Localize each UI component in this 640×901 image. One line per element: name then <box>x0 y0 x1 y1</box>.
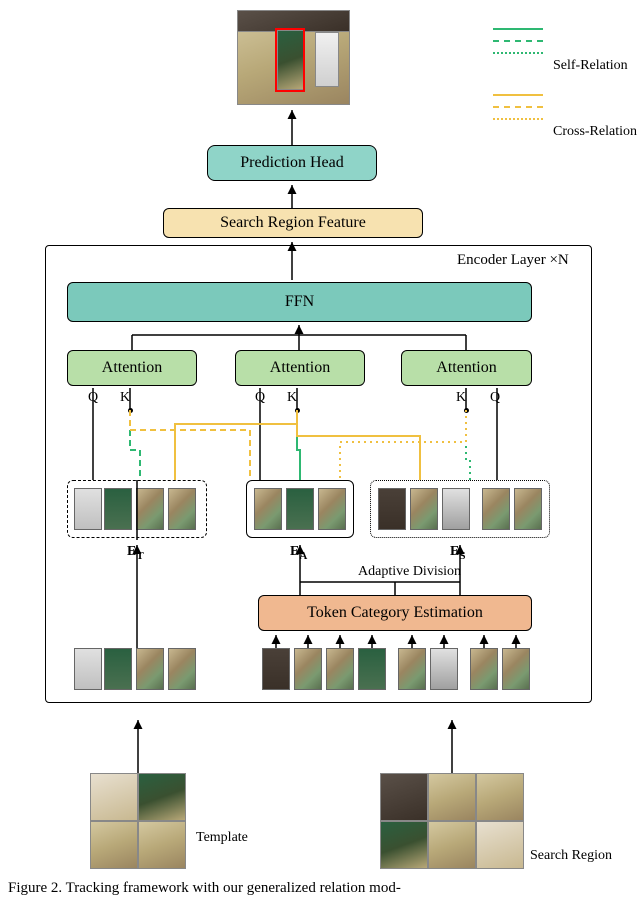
token-ea-1 <box>254 488 282 530</box>
token-es-2 <box>410 488 438 530</box>
search-token-3 <box>326 648 354 690</box>
search-token-7 <box>470 648 498 690</box>
dot-k1 <box>128 408 133 413</box>
search-token-4 <box>358 648 386 690</box>
prediction-head-label: Prediction Head <box>240 154 344 172</box>
output-image <box>237 10 350 105</box>
legend-cross-label: Cross-Relation <box>553 124 637 140</box>
legend-cross-dash <box>493 106 543 108</box>
legend-self-dash <box>493 40 543 42</box>
token-es-5 <box>514 488 542 530</box>
template-grid <box>90 773 186 869</box>
legend-cross-solid <box>493 94 543 96</box>
prediction-head-block: Prediction Head <box>207 145 377 181</box>
tce-label: Token Category Estimation <box>307 604 483 622</box>
attention-block-1: Attention <box>67 350 197 386</box>
template-label: Template <box>196 830 248 846</box>
search-feature-label: Search Region Feature <box>220 214 366 232</box>
attention-block-3: Attention <box>401 350 532 386</box>
attention-3-label: Attention <box>436 359 496 377</box>
legend-self-dot <box>493 52 543 54</box>
token-et-1 <box>74 488 102 530</box>
search-token-6 <box>430 648 458 690</box>
token-es-4 <box>482 488 510 530</box>
q1-label: Q <box>88 390 98 406</box>
figure-canvas: { "caption": "Figure 2. Tracking framewo… <box>0 0 640 901</box>
token-es-3 <box>442 488 470 530</box>
token-et-3 <box>136 488 164 530</box>
ffn-block: FFN <box>67 282 532 322</box>
et-label: ET <box>127 544 144 562</box>
token-ea-2 <box>286 488 314 530</box>
dot-k2 <box>295 408 300 413</box>
legend-self-solid <box>493 28 543 30</box>
k3-label: K <box>456 390 466 406</box>
dot-k3 <box>464 408 469 413</box>
search-feature-block: Search Region Feature <box>163 208 423 238</box>
legend-self-label: Self-Relation <box>553 58 628 74</box>
attention-block-2: Attention <box>235 350 365 386</box>
adaptive-division-label: Adaptive Division <box>358 564 461 580</box>
es-label: ES <box>450 544 465 562</box>
q3-label: Q <box>490 390 500 406</box>
k1-label: K <box>120 390 130 406</box>
search-token-1 <box>262 648 290 690</box>
token-es-1 <box>378 488 406 530</box>
template-token-4 <box>168 648 196 690</box>
tce-block: Token Category Estimation <box>258 595 532 631</box>
template-token-2 <box>104 648 132 690</box>
ffn-label: FFN <box>285 293 314 311</box>
k2-label: K <box>287 390 297 406</box>
search-grid <box>380 773 524 869</box>
token-et-2 <box>104 488 132 530</box>
search-token-8 <box>502 648 530 690</box>
token-ea-3 <box>318 488 346 530</box>
figure-caption: Figure 2. Tracking framework with our ge… <box>8 880 401 897</box>
search-region-label: Search Region <box>530 848 612 864</box>
red-bounding-box <box>275 28 305 92</box>
template-token-1 <box>74 648 102 690</box>
template-token-3 <box>136 648 164 690</box>
q2-label: Q <box>255 390 265 406</box>
token-et-4 <box>168 488 196 530</box>
attention-2-label: Attention <box>270 359 330 377</box>
search-token-5 <box>398 648 426 690</box>
search-token-2 <box>294 648 322 690</box>
attention-1-label: Attention <box>102 359 162 377</box>
encoder-layer-label: Encoder Layer ×N <box>457 252 569 269</box>
ea-label: EA <box>290 544 307 562</box>
legend-cross-dot <box>493 118 543 120</box>
